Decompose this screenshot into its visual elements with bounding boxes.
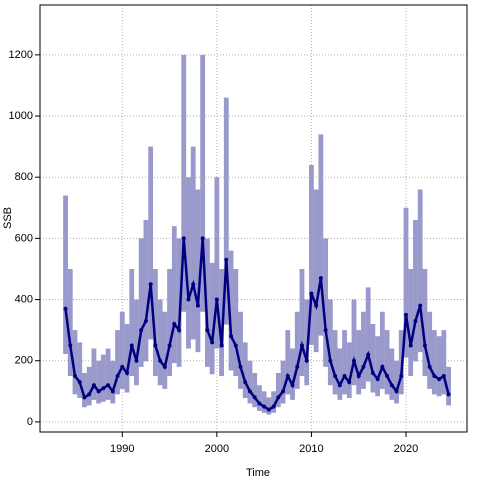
data-point xyxy=(139,328,144,333)
data-point xyxy=(404,312,408,317)
data-point xyxy=(224,257,229,262)
x-axis-label: Time xyxy=(246,467,270,479)
data-point xyxy=(295,364,300,369)
data-point xyxy=(243,380,248,385)
data-point xyxy=(210,340,215,345)
data-point xyxy=(323,328,328,333)
data-point xyxy=(285,374,290,379)
data-point xyxy=(342,374,347,379)
data-point xyxy=(375,377,380,382)
data-point xyxy=(299,343,304,348)
data-point xyxy=(82,395,87,400)
data-point xyxy=(205,328,210,333)
data-point xyxy=(186,297,191,302)
data-point xyxy=(366,352,371,357)
x-tick-label: 2020 xyxy=(394,443,418,455)
plot-frame xyxy=(39,4,468,433)
data-point xyxy=(120,364,125,369)
y-tick-label: 800 xyxy=(15,171,33,183)
data-point xyxy=(418,303,423,308)
data-point xyxy=(172,322,177,327)
y-axis-label: SSB xyxy=(2,207,14,229)
data-point xyxy=(191,282,196,287)
data-point xyxy=(446,392,451,397)
data-point xyxy=(432,374,437,379)
data-point xyxy=(333,374,338,379)
data-point xyxy=(389,383,394,388)
data-point xyxy=(408,343,413,348)
data-point xyxy=(347,380,352,385)
data-point xyxy=(158,358,163,363)
x-tick-label: 2000 xyxy=(205,443,229,455)
data-point xyxy=(134,358,139,363)
data-point xyxy=(247,389,252,394)
data-point xyxy=(229,334,234,339)
data-point xyxy=(351,358,356,363)
data-point xyxy=(195,303,200,308)
data-point xyxy=(219,343,224,348)
data-point xyxy=(214,297,219,302)
data-point xyxy=(177,328,182,333)
data-point xyxy=(238,364,243,369)
data-point xyxy=(153,343,158,348)
data-point xyxy=(77,380,82,385)
data-point xyxy=(422,343,427,348)
series-line xyxy=(64,238,450,412)
data-point xyxy=(399,374,404,379)
data-point xyxy=(380,364,385,369)
data-point xyxy=(72,374,77,379)
data-point xyxy=(385,374,390,379)
data-point xyxy=(87,392,92,397)
data-point xyxy=(337,383,342,388)
x-tick-label: 2010 xyxy=(299,443,323,455)
data-point xyxy=(441,374,446,379)
data-point xyxy=(125,370,130,375)
data-point xyxy=(356,374,361,379)
data-point xyxy=(281,389,286,394)
y-tick-label: 1000 xyxy=(9,110,33,122)
data-point xyxy=(63,306,68,311)
data-point xyxy=(304,358,309,363)
x-tick-label: 1990 xyxy=(110,443,134,455)
data-point xyxy=(290,383,295,388)
data-point xyxy=(115,374,120,379)
data-point xyxy=(266,407,271,412)
y-tick-label: 0 xyxy=(27,416,33,428)
data-point xyxy=(252,395,257,400)
data-point xyxy=(106,383,111,388)
data-point xyxy=(96,389,101,394)
data-point xyxy=(257,401,262,406)
data-point xyxy=(276,395,281,400)
y-tick-label: 400 xyxy=(15,293,33,305)
data-point xyxy=(314,303,319,308)
data-point xyxy=(143,318,148,323)
data-point xyxy=(233,343,238,348)
data-point xyxy=(101,386,106,391)
data-point xyxy=(427,364,432,369)
data-point xyxy=(271,404,276,409)
y-tick-label: 600 xyxy=(15,232,33,244)
data-point xyxy=(91,383,96,388)
data-point xyxy=(413,318,418,323)
data-point xyxy=(181,236,186,241)
data-point xyxy=(370,370,375,375)
data-point xyxy=(200,236,205,241)
data-point xyxy=(162,364,167,369)
data-point xyxy=(110,389,115,394)
data-point xyxy=(437,377,442,382)
data-point xyxy=(318,276,323,281)
data-point xyxy=(167,343,172,348)
y-tick-label: 200 xyxy=(15,355,33,367)
data-point xyxy=(361,364,366,369)
y-tick-label: 1200 xyxy=(9,49,33,61)
data-point xyxy=(148,282,153,287)
data-point xyxy=(262,404,267,409)
data-point xyxy=(68,343,73,348)
data-point xyxy=(394,389,399,394)
data-point xyxy=(309,291,314,296)
data-point xyxy=(129,343,134,348)
data-point xyxy=(328,358,333,363)
